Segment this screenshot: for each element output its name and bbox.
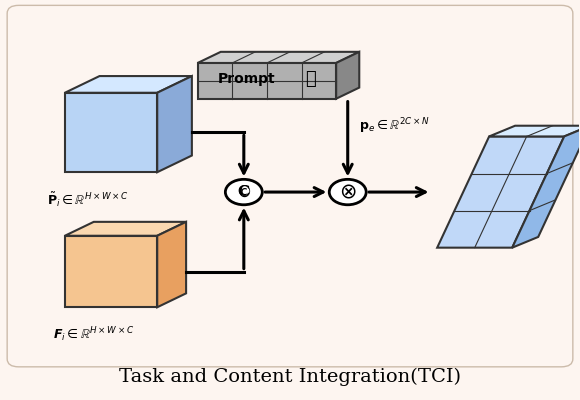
Circle shape xyxy=(329,179,366,205)
Polygon shape xyxy=(198,52,359,63)
Circle shape xyxy=(226,179,262,205)
Polygon shape xyxy=(437,136,564,248)
Polygon shape xyxy=(157,222,186,307)
Polygon shape xyxy=(65,93,157,172)
Text: $\tilde{\mathbf{P}}_i \in \mathbb{R}^{H \times W \times C}$: $\tilde{\mathbf{P}}_i \in \mathbb{R}^{H … xyxy=(47,191,129,209)
FancyBboxPatch shape xyxy=(7,5,573,367)
Polygon shape xyxy=(65,76,192,93)
Polygon shape xyxy=(65,236,157,307)
Text: $\boldsymbol{F}_i \in \mathbb{R}^{H \times W \times C}$: $\boldsymbol{F}_i \in \mathbb{R}^{H \tim… xyxy=(53,326,135,344)
Text: C: C xyxy=(238,185,250,199)
Text: $\copyright$: $\copyright$ xyxy=(236,184,251,200)
Polygon shape xyxy=(65,222,186,236)
Polygon shape xyxy=(198,63,336,99)
Text: Task and Content Integration(TCI): Task and Content Integration(TCI) xyxy=(119,368,461,386)
Text: 🔥: 🔥 xyxy=(305,70,316,88)
Polygon shape xyxy=(336,52,359,99)
Polygon shape xyxy=(157,76,192,172)
Polygon shape xyxy=(512,126,580,248)
Polygon shape xyxy=(489,126,580,136)
Text: $\mathbf{p}_e \in \mathbb{R}^{2C \times N}$: $\mathbf{p}_e \in \mathbb{R}^{2C \times … xyxy=(359,117,430,136)
Text: Prompt: Prompt xyxy=(218,72,276,86)
Text: $\otimes$: $\otimes$ xyxy=(339,182,357,202)
